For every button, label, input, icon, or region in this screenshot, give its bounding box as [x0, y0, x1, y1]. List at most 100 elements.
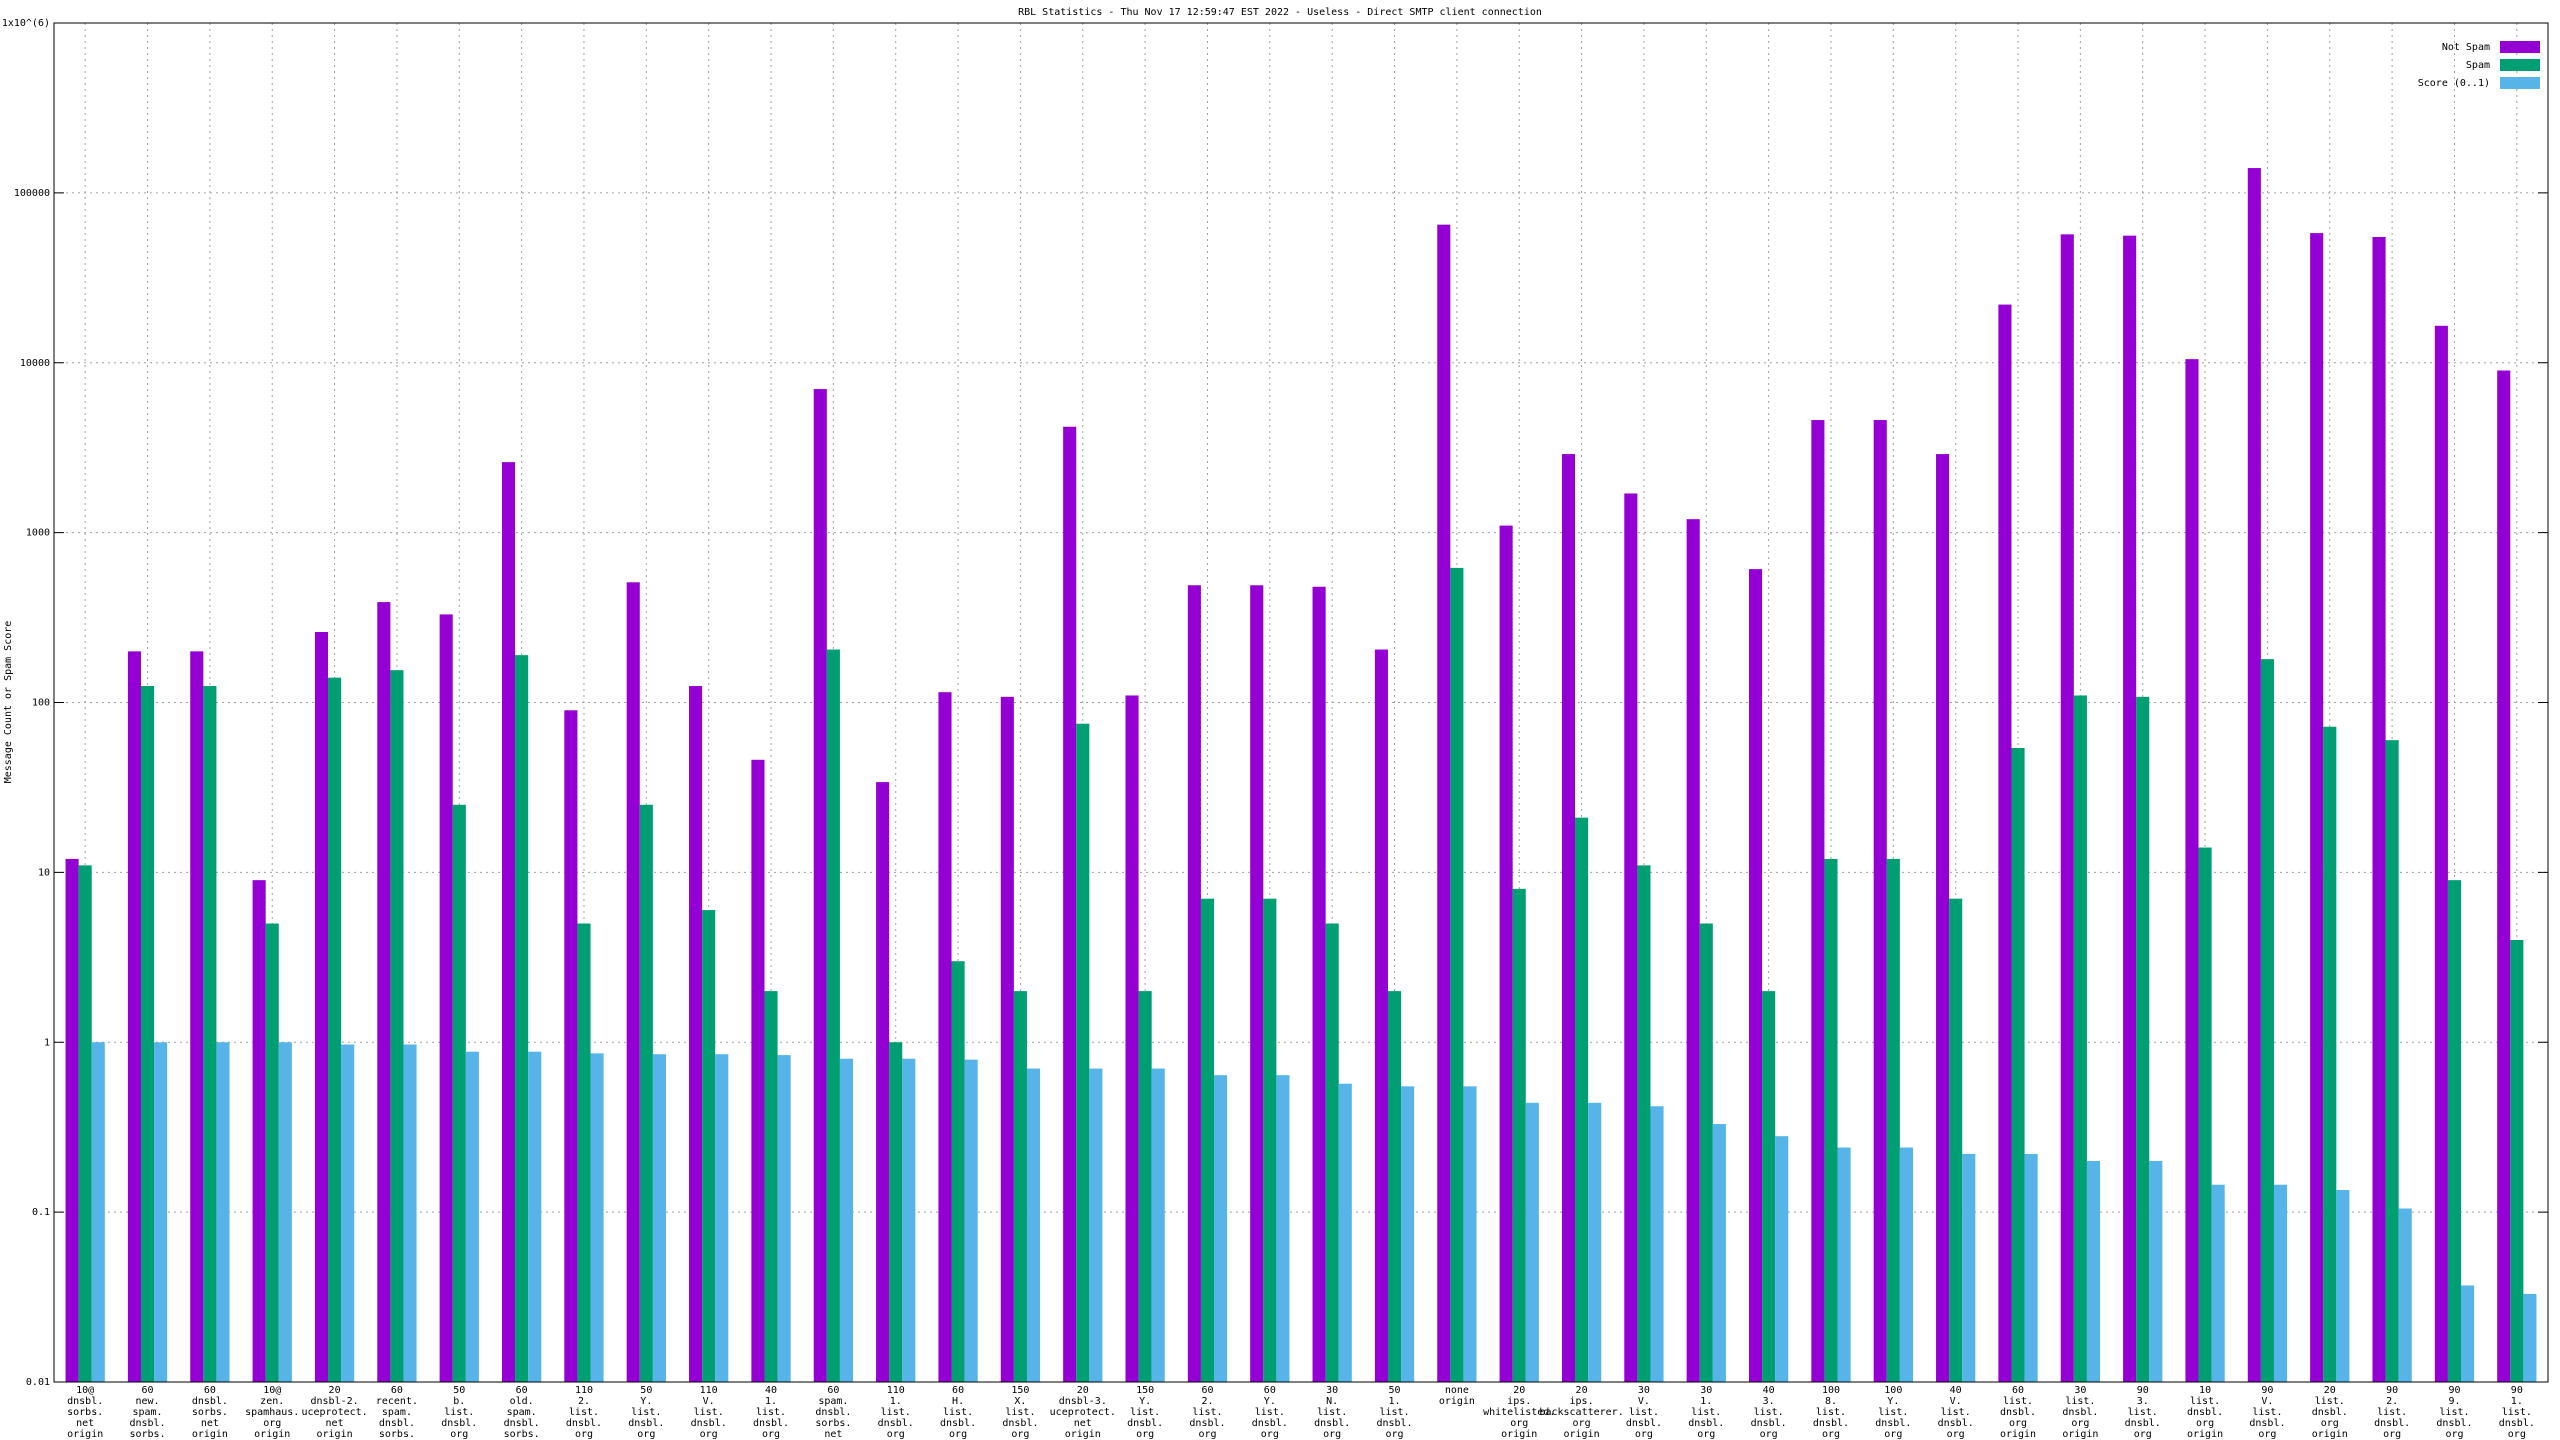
bar [751, 759, 765, 1382]
bar [2073, 695, 2087, 1382]
x-tick-label-line: org [2445, 1429, 2463, 1440]
x-tick-label-line: 2. [578, 1396, 590, 1407]
x-tick-label: 30 list. dnsbl. org origin [2062, 1385, 2098, 1440]
x-tick-label-line: org [263, 1418, 281, 1429]
x-tick-label-line: origin [1439, 1396, 1475, 1407]
x-tick-label-line: 20 [2324, 1385, 2336, 1396]
x-tick-label-line: 1. [1700, 1396, 1712, 1407]
x-tick-label-line: dnsbl. [379, 1418, 415, 1429]
bar [1125, 695, 1139, 1382]
bar [1076, 723, 1090, 1382]
x-tick-label-line: 50 [453, 1385, 465, 1396]
y-tick-label: 0.01 [26, 1377, 50, 1388]
x-tick-label-line: dnsbl. [566, 1418, 602, 1429]
x-tick-label-line: 60 [952, 1385, 964, 1396]
bar [1312, 586, 1326, 1382]
x-tick-label-line: Y. [1887, 1396, 1899, 1407]
x-tick-label-line: dnsbl. [67, 1396, 103, 1407]
x-tick-label-line: dnsbl. [441, 1418, 477, 1429]
bar [2273, 1184, 2288, 1382]
bar [1374, 649, 1388, 1382]
x-tick-label: 20 dnsbl-3. uceprotect. net origin [1050, 1385, 1116, 1440]
bar [78, 865, 92, 1382]
bar [278, 1042, 292, 1382]
bar [216, 1042, 230, 1382]
x-tick-label-line: list. [1255, 1407, 1285, 1418]
x-tick-label-line: 40 [765, 1385, 777, 1396]
x-tick-label-line: N. [1326, 1396, 1338, 1407]
x-tick-label-line: list. [631, 1407, 661, 1418]
x-tick-label-line: 100 [1884, 1385, 1902, 1396]
bar [127, 651, 141, 1382]
x-tick-label-line: list. [2190, 1396, 2220, 1407]
bar [1276, 1075, 1290, 1382]
x-tick-label-line: Y. [1264, 1396, 1276, 1407]
x-tick-label-line: zen. [260, 1396, 284, 1407]
x-tick-label: 20 ips. whitelisted. org origin [1483, 1385, 1555, 1440]
x-tick-label-line: origin [2187, 1429, 2223, 1440]
x-tick-label-line: 20 [1576, 1385, 1588, 1396]
bar [341, 1044, 355, 1382]
x-tick-label-line: 30 [2074, 1385, 2086, 1396]
legend-label: Score (0..1) [2418, 78, 2490, 89]
x-tick-label-line: 3. [2137, 1396, 2149, 1407]
x-tick-label-line: sorbs. [379, 1429, 415, 1440]
x-tick-label-line: org [1697, 1429, 1715, 1440]
x-tick-label-line: list. [2128, 1407, 2158, 1418]
x-tick-label-line: org [887, 1429, 905, 1440]
x-tick-label-line: dnsbl. [628, 1418, 664, 1429]
bar [2510, 939, 2524, 1382]
legend-swatch [2500, 77, 2540, 89]
x-tick-label-line: list. [756, 1407, 786, 1418]
bar [839, 1058, 854, 1382]
x-tick-label-line: sorbs. [504, 1429, 540, 1440]
x-tick-label-line: org [2383, 1429, 2401, 1440]
x-tick-label-line: old. [510, 1396, 534, 1407]
bar [2398, 1208, 2412, 1382]
bar [1512, 888, 1526, 1382]
bar [328, 677, 342, 1382]
bar [1699, 923, 1713, 1382]
x-tick-label-line: list. [1816, 1407, 1846, 1418]
x-tick-label-line: 60 [391, 1385, 403, 1396]
x-tick-label-line: 30 [1326, 1385, 1338, 1396]
bar [1811, 420, 1825, 1382]
x-tick-label-line: org [637, 1429, 655, 1440]
x-tick-label-line: org [1323, 1429, 1341, 1440]
bar [2385, 740, 2399, 1382]
x-tick-label-line: origin [1501, 1429, 1537, 1440]
bar [1775, 1136, 1789, 1382]
x-tick-label-line: dnsbl. [2499, 1418, 2535, 1429]
bar [2198, 847, 2212, 1382]
bar [689, 686, 703, 1382]
x-tick-label-line: org [700, 1429, 718, 1440]
bar [2323, 726, 2337, 1382]
x-tick-label-line: uceprotect. [301, 1407, 367, 1418]
x-tick-label-line: dnsbl. [2125, 1418, 2161, 1429]
bar [702, 910, 716, 1382]
bar [1936, 454, 1950, 1382]
x-tick-label-line: org [2009, 1418, 2027, 1429]
bar [65, 858, 79, 1382]
bar [1200, 898, 1215, 1382]
x-tick-label-line: list. [1629, 1407, 1659, 1418]
x-tick-label-line: list. [1192, 1407, 1222, 1418]
bar [515, 655, 529, 1382]
bar [2336, 1189, 2350, 1382]
x-tick-label-line: dnsbl. [2187, 1407, 2223, 1418]
bar [1187, 585, 1201, 1382]
x-tick-label-line: dnsbl. [1813, 1418, 1849, 1429]
x-tick-label-line: list. [694, 1407, 724, 1418]
bar [154, 1042, 168, 1382]
bar [2497, 370, 2511, 1382]
